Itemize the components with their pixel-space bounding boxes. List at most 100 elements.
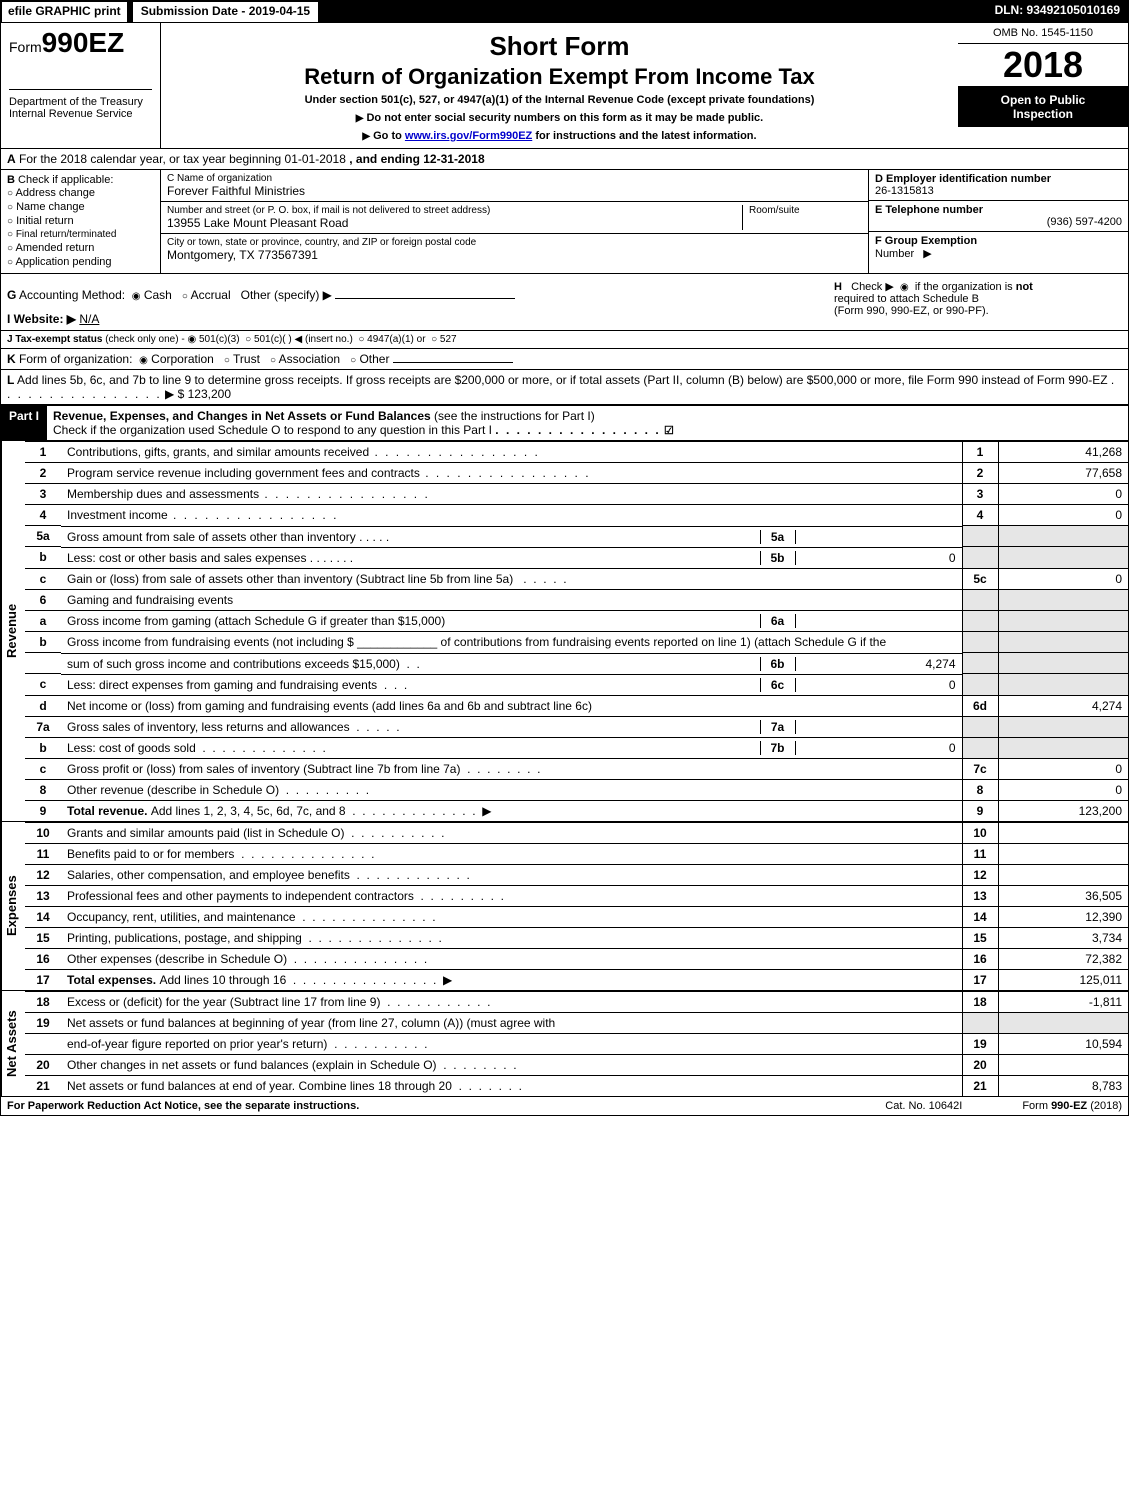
g-label: G	[7, 288, 16, 302]
j-501c3[interactable]: 501(c)(3)	[187, 334, 239, 345]
header-left: Form990EZ Department of the Treasury Int…	[1, 23, 161, 148]
goto-link[interactable]: www.irs.gov/Form990EZ	[405, 130, 532, 142]
page-footer: For Paperwork Reduction Act Notice, see …	[1, 1096, 1128, 1115]
line-10: 10 Grants and similar amounts paid (list…	[25, 823, 1128, 844]
i-label: I Website: ▶	[7, 312, 76, 326]
line-gh: G Accounting Method: Cash Accrual Other …	[1, 274, 1128, 331]
check-if-applicable: Check if applicable:	[18, 174, 113, 186]
line-11: 11 Benefits paid to or for members . . .…	[25, 844, 1128, 865]
revenue-table: 1 Contributions, gifts, grants, and simi…	[25, 441, 1128, 821]
line-3: 3 Membership dues and assessments 3 0	[25, 484, 1128, 505]
l-label: L	[7, 373, 14, 387]
expenses-section: Expenses 10 Grants and similar amounts p…	[1, 821, 1128, 990]
j-501c[interactable]: 501(c)( )	[245, 334, 292, 345]
g-text: Accounting Method:	[19, 288, 125, 302]
j-label: J Tax-exempt status	[7, 334, 102, 345]
h-check: Check ▶	[851, 281, 894, 293]
d-ein-label: D Employer identification number	[875, 173, 1122, 185]
e-phone-label: E Telephone number	[875, 204, 1122, 216]
j-527[interactable]: 527	[431, 334, 457, 345]
open-public: Open to Public	[962, 93, 1124, 107]
line-6c: c Less: direct expenses from gaming and …	[25, 674, 1128, 696]
k-label: K	[7, 352, 16, 366]
line-7b: b Less: cost of goods sold . . . . . . .…	[25, 737, 1128, 759]
g-accrual[interactable]: Accrual	[182, 288, 231, 302]
cb-address-change[interactable]: Address change	[7, 186, 154, 200]
cb-final-return[interactable]: Final return/terminated	[7, 228, 154, 241]
line-8: 8 Other revenue (describe in Schedule O)…	[25, 780, 1128, 801]
side-revenue: Revenue	[1, 441, 25, 821]
submission-date-box: Submission Date - 2019-04-15	[132, 1, 319, 23]
line-6: 6 Gaming and fundraising events	[25, 589, 1128, 610]
d-ein: 26-1315813	[875, 185, 1122, 197]
form-header: Form990EZ Department of the Treasury Int…	[1, 23, 1128, 149]
line-a-label: A	[7, 152, 16, 166]
omb-number: OMB No. 1545-1150	[958, 23, 1128, 44]
paperwork-notice: For Paperwork Reduction Act Notice, see …	[7, 1100, 359, 1112]
block-b: B Check if applicable: Address change Na…	[1, 170, 161, 273]
j-checkonly: (check only one) -	[105, 334, 184, 345]
line-7c: c Gross profit or (loss) from sales of i…	[25, 759, 1128, 780]
org-name: Forever Faithful Ministries	[167, 184, 862, 198]
block-b-label: B	[7, 174, 15, 186]
revenue-section: Revenue 1 Contributions, gifts, grants, …	[1, 440, 1128, 821]
block-c: C Name of organization Forever Faithful …	[161, 170, 868, 273]
h-checkbox[interactable]	[900, 281, 909, 293]
irs-label: Internal Revenue Service	[9, 108, 152, 120]
tax-year: 2018	[958, 44, 1128, 87]
c-name-label: C Name of organization	[167, 173, 862, 184]
k-corp[interactable]: Corporation	[139, 352, 214, 366]
part1-schedule-o-checkbox[interactable]	[664, 423, 674, 437]
c-city-label: City or town, state or province, country…	[167, 237, 862, 248]
k-other[interactable]: Other	[350, 352, 389, 366]
h-not: not	[1016, 281, 1033, 293]
j-4947[interactable]: 4947(a)(1) or	[358, 334, 425, 345]
line-21: 21 Net assets or fund balances at end of…	[25, 1076, 1128, 1097]
cb-name-change[interactable]: Name change	[7, 200, 154, 214]
cat-number: Cat. No. 10642I	[885, 1100, 962, 1112]
form-number: 990EZ	[42, 27, 125, 58]
top-bar: efile GRAPHIC print Submission Date - 20…	[1, 1, 1128, 23]
line-13: 13 Professional fees and other payments …	[25, 886, 1128, 907]
org-city: Montgomery, TX 773567391	[167, 248, 862, 262]
line-17: 17 Total expenses. Add lines 10 through …	[25, 970, 1128, 991]
line-a-text: For the 2018 calendar year, or tax year …	[19, 152, 346, 166]
k-text: Form of organization:	[19, 352, 132, 366]
form-ref: Form 990-EZ (2018)	[1022, 1100, 1122, 1112]
block-bcdef: B Check if applicable: Address change Na…	[1, 170, 1128, 274]
side-netassets: Net Assets	[1, 991, 25, 1096]
line-5b: b Less: cost or other basis and sales ex…	[25, 547, 1128, 569]
line-5a: 5a Gross amount from sale of assets othe…	[25, 526, 1128, 547]
line-a-ending: , and ending 12-31-2018	[349, 152, 484, 166]
line-7a: 7a Gross sales of inventory, less return…	[25, 716, 1128, 737]
line-18: 18 Excess or (deficit) for the year (Sub…	[25, 992, 1128, 1013]
g-other[interactable]: Other (specify) ▶	[241, 288, 332, 302]
i-website: N/A	[79, 312, 99, 326]
l-arrow: ▶	[165, 387, 174, 401]
short-form-title: Short Form	[169, 31, 950, 62]
line-15: 15 Printing, publications, postage, and …	[25, 928, 1128, 949]
part1-check-o: Check if the organization used Schedule …	[53, 423, 492, 437]
j-insert: ◀ (insert no.)	[295, 334, 353, 345]
h-if: if the organization is	[915, 281, 1013, 293]
efile-button[interactable]: efile GRAPHIC print	[1, 1, 128, 23]
header-center: Short Form Return of Organization Exempt…	[161, 23, 958, 148]
f-group-number: Number	[875, 248, 914, 260]
line-9: 9 Total revenue. Add lines 1, 2, 3, 4, 5…	[25, 801, 1128, 822]
line-6b: b Gross income from fundraising events (…	[25, 632, 1128, 653]
cb-amended-return[interactable]: Amended return	[7, 241, 154, 255]
cb-initial-return[interactable]: Initial return	[7, 214, 154, 228]
line-a: A For the 2018 calendar year, or tax yea…	[1, 149, 1128, 170]
return-title: Return of Organization Exempt From Incom…	[169, 64, 950, 90]
line-j: J Tax-exempt status (check only one) - 5…	[1, 331, 1128, 349]
dln-label: DLN: 93492105010169	[987, 1, 1128, 23]
goto-line: Go to www.irs.gov/Form990EZ for instruct…	[169, 130, 950, 142]
k-assoc[interactable]: Association	[270, 352, 340, 366]
do-not-enter: Do not enter social security numbers on …	[169, 112, 950, 124]
part1-label: Part I	[1, 406, 47, 440]
k-trust[interactable]: Trust	[224, 352, 260, 366]
dept-treasury: Department of the Treasury	[9, 96, 152, 108]
cb-application-pending[interactable]: Application pending	[7, 255, 154, 269]
netassets-table: 18 Excess or (deficit) for the year (Sub…	[25, 991, 1128, 1096]
g-cash[interactable]: Cash	[132, 288, 172, 302]
